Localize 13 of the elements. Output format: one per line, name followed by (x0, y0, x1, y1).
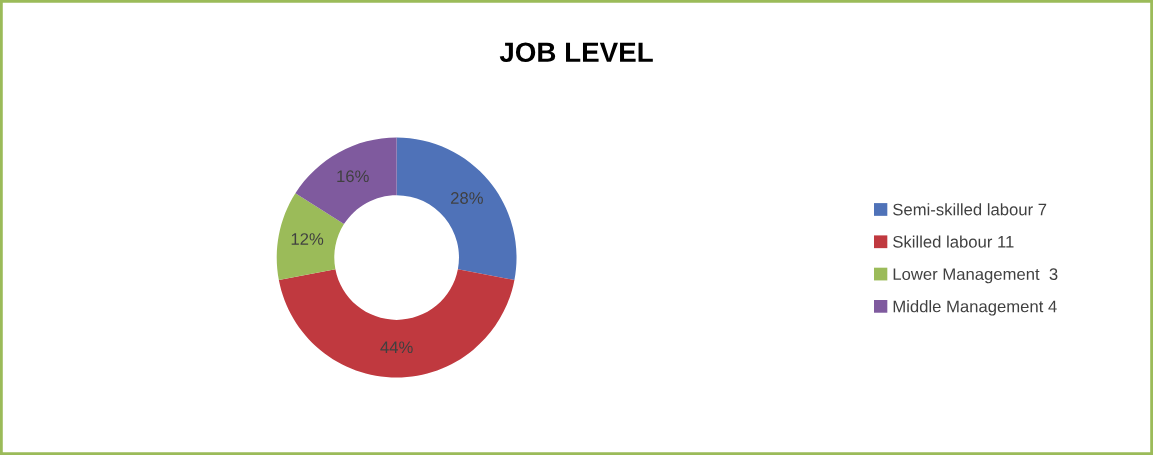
donut-slice (396, 137, 517, 280)
data-label: 44% (380, 341, 413, 354)
data-label: 28% (451, 192, 483, 204)
data-label: 12% (291, 233, 324, 245)
donut-slice (295, 137, 397, 225)
legend-label: Lower Management 3 (893, 268, 1058, 284)
legend-label: Middle Management 4 (893, 300, 1057, 316)
donut-slice (276, 193, 344, 280)
data-label: 16% (337, 170, 369, 183)
legend-label: Semi-skilled labour 7 (893, 203, 1047, 216)
chart-title: JOB LEVEL (499, 42, 653, 63)
donut-slice (278, 269, 515, 378)
legend-label: Skilled labour 11 (893, 235, 1014, 248)
